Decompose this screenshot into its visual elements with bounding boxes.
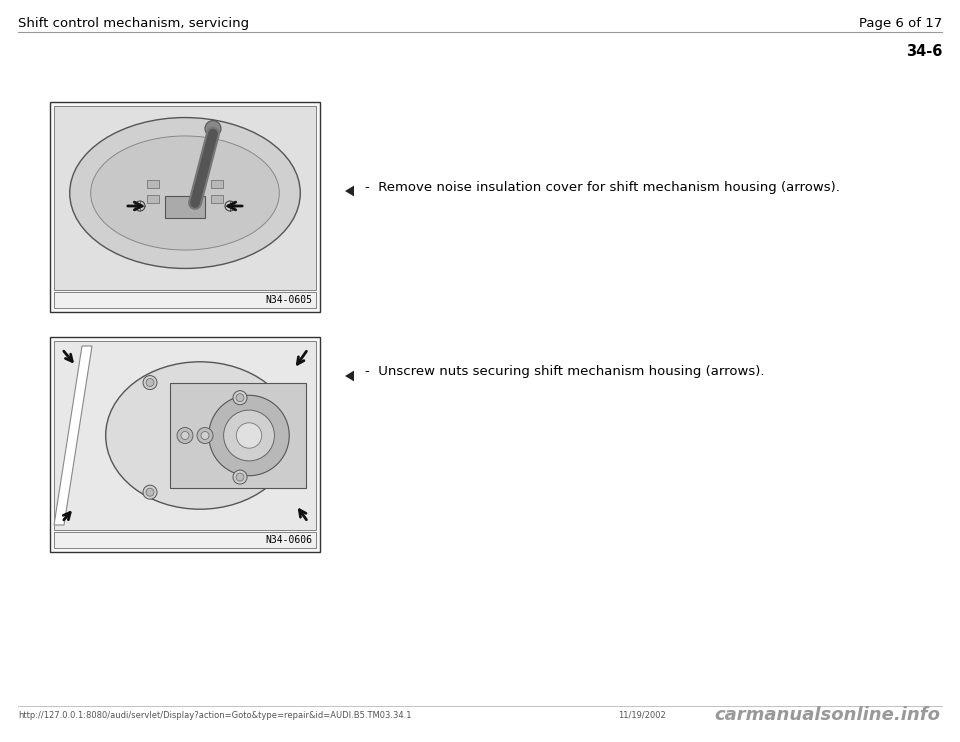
Bar — [147, 195, 159, 203]
Bar — [211, 195, 223, 203]
Circle shape — [224, 410, 275, 461]
Bar — [54, 341, 316, 530]
Circle shape — [201, 432, 209, 439]
Bar — [54, 292, 316, 308]
Bar — [165, 196, 205, 218]
Circle shape — [197, 427, 213, 444]
Bar — [147, 180, 159, 188]
Text: -  Unscrew nuts securing shift mechanism housing (arrows).: - Unscrew nuts securing shift mechanism … — [365, 366, 764, 378]
Circle shape — [209, 395, 289, 476]
Polygon shape — [345, 186, 354, 197]
Circle shape — [143, 375, 157, 390]
Circle shape — [233, 391, 247, 404]
Circle shape — [236, 394, 244, 401]
Ellipse shape — [106, 362, 295, 509]
Text: 11/19/2002: 11/19/2002 — [618, 711, 665, 720]
Text: http://127.0.0.1:8080/audi/servlet/Display?action=Goto&type=repair&id=AUDI.B5.TM: http://127.0.0.1:8080/audi/servlet/Displ… — [18, 711, 412, 720]
Circle shape — [146, 488, 154, 496]
Text: -  Remove noise insulation cover for shift mechanism housing (arrows).: - Remove noise insulation cover for shif… — [365, 180, 840, 194]
Circle shape — [236, 473, 244, 481]
Circle shape — [177, 427, 193, 444]
Text: Page 6 of 17: Page 6 of 17 — [859, 17, 942, 30]
Bar — [50, 337, 320, 552]
Circle shape — [233, 470, 247, 484]
Ellipse shape — [70, 117, 300, 269]
Circle shape — [143, 485, 157, 499]
Circle shape — [236, 423, 262, 448]
Text: N34-0606: N34-0606 — [265, 535, 312, 545]
Polygon shape — [54, 346, 92, 525]
Text: carmanualsonline.info: carmanualsonline.info — [714, 706, 940, 724]
Circle shape — [181, 432, 189, 439]
Circle shape — [135, 201, 145, 211]
Ellipse shape — [90, 136, 279, 250]
Text: N34-0605: N34-0605 — [265, 295, 312, 305]
Bar — [54, 532, 316, 548]
Circle shape — [225, 201, 235, 211]
Circle shape — [146, 378, 154, 387]
Polygon shape — [345, 370, 354, 381]
Text: 34-6: 34-6 — [905, 44, 942, 59]
Bar — [54, 106, 316, 290]
Bar — [170, 383, 306, 488]
Circle shape — [205, 121, 221, 137]
Bar — [50, 102, 320, 312]
Bar — [211, 180, 223, 188]
Text: Shift control mechanism, servicing: Shift control mechanism, servicing — [18, 17, 250, 30]
